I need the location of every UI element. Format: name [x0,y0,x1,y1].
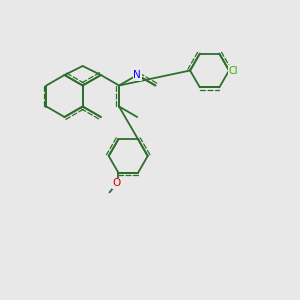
Text: Cl: Cl [229,65,238,76]
Text: N: N [133,70,141,80]
Text: O: O [113,178,121,188]
